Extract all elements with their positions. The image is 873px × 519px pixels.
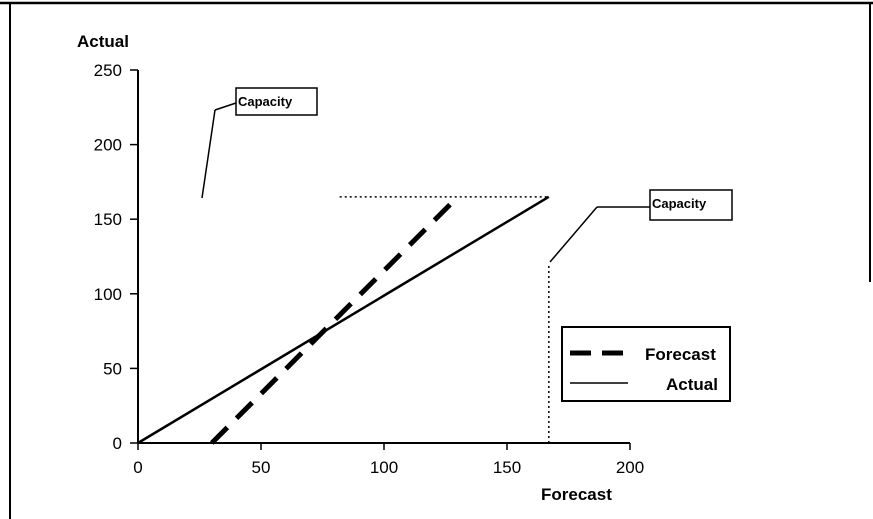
y-tick-label: 200: [94, 136, 122, 155]
legend-label-actual: Actual: [666, 375, 718, 394]
legend-label-forecast: Forecast: [645, 345, 716, 364]
legend-box: [561, 326, 731, 402]
annotation-capacity-right: Capacity: [549, 189, 733, 263]
capacity-lines: [339, 196, 550, 443]
y-tick-label: 50: [103, 359, 122, 378]
x-tick-label: 100: [370, 458, 398, 477]
annotation-box-right: [649, 189, 733, 221]
legend: Forecast Actual: [561, 326, 731, 402]
y-tick-label: 0: [113, 434, 122, 453]
y-tick-label: 250: [94, 61, 122, 80]
x-tick-label: 0: [133, 458, 142, 477]
x-tick-label: 200: [616, 458, 644, 477]
y-tick-label: 150: [94, 210, 122, 229]
x-axis-title: Forecast: [541, 485, 612, 504]
y-ticks: 0 50 100 150 200 250: [94, 61, 138, 453]
annotation-capacity-top: Capacity: [201, 87, 318, 199]
annotation-leader-right: [549, 206, 598, 263]
y-tick-label: 100: [94, 285, 122, 304]
x-tick-label: 150: [493, 458, 521, 477]
annotation-box-top: [235, 87, 318, 116]
series-layer: [137, 195, 550, 445]
y-axis-title: Actual: [77, 32, 129, 51]
series-line-actual: [137, 195, 550, 445]
annotation-label-top: Capacity: [238, 94, 293, 109]
x-tick-label: 50: [252, 458, 271, 477]
annotation-leader-top: [201, 109, 216, 199]
axes: 0 50 100 150 200 250 0 50 100 150 200 Actual Fore…: [77, 32, 644, 504]
annotation-leader-top-hook: [214, 102, 237, 111]
x-ticks: 0 50 100 150 200: [133, 443, 644, 477]
annotation-label-right: Capacity: [652, 196, 707, 211]
series-line-forecast: [210, 195, 460, 445]
